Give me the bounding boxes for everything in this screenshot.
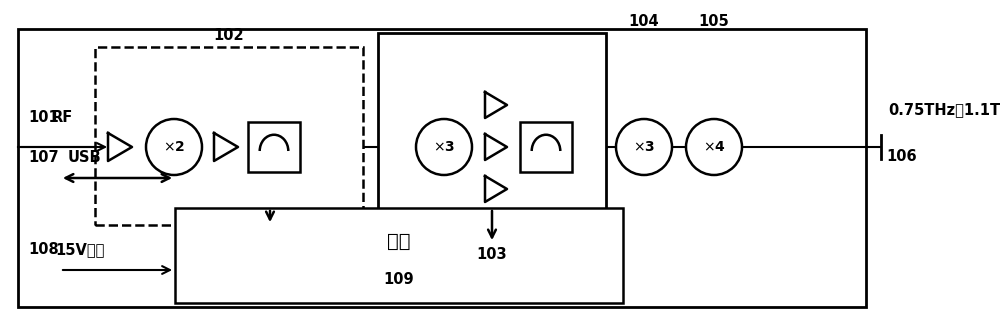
- Text: 108: 108: [28, 242, 59, 257]
- Text: $\times\mathbf{3}$: $\times\mathbf{3}$: [433, 140, 455, 154]
- Polygon shape: [485, 176, 507, 202]
- Circle shape: [146, 119, 202, 175]
- Text: 101: 101: [28, 110, 59, 125]
- Text: 0.75THz～1.1THz: 0.75THz～1.1THz: [888, 102, 1000, 118]
- Text: $\times\mathbf{3}$: $\times\mathbf{3}$: [633, 140, 655, 154]
- Bar: [18, 29, 866, 307]
- Text: 109: 109: [384, 272, 414, 287]
- Bar: [95, 47, 363, 225]
- Text: 103: 103: [477, 247, 507, 262]
- Circle shape: [616, 119, 672, 175]
- Text: 105: 105: [699, 14, 729, 29]
- Bar: [175, 208, 623, 303]
- Text: 15V电源: 15V电源: [55, 242, 104, 257]
- Text: 主板: 主板: [387, 232, 411, 251]
- Text: USB: USB: [68, 150, 102, 165]
- Text: 106: 106: [886, 149, 917, 164]
- Text: 107: 107: [28, 150, 59, 165]
- Text: 102: 102: [214, 28, 244, 43]
- Polygon shape: [485, 134, 507, 160]
- Text: 104: 104: [629, 14, 659, 29]
- Polygon shape: [108, 133, 132, 161]
- Circle shape: [416, 119, 472, 175]
- Text: $\times\mathbf{2}$: $\times\mathbf{2}$: [163, 140, 185, 154]
- Bar: [520, 122, 572, 172]
- Text: $\times\mathbf{4}$: $\times\mathbf{4}$: [703, 140, 725, 154]
- Polygon shape: [214, 133, 238, 161]
- Circle shape: [686, 119, 742, 175]
- Text: RF: RF: [52, 110, 73, 125]
- Polygon shape: [485, 92, 507, 118]
- Bar: [248, 122, 300, 172]
- Bar: [378, 33, 606, 243]
